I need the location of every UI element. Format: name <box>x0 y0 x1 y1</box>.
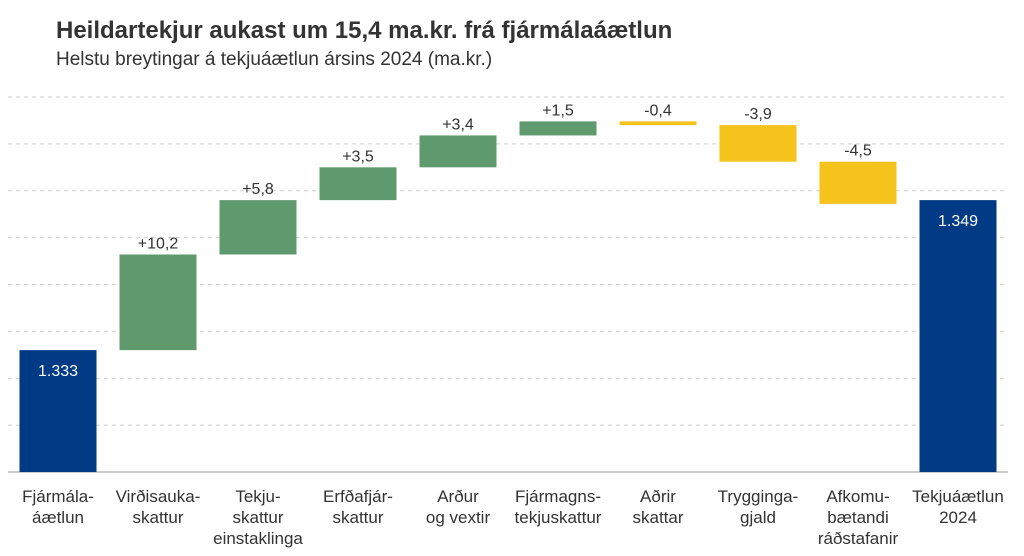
x-tick-label: Arður <box>437 487 479 506</box>
chart-subtitle: Helstu breytingar á tekjuáætlun ársins 2… <box>56 49 492 70</box>
data-label: -0,4 <box>644 102 672 119</box>
x-tick-label: einstaklinga <box>213 529 303 548</box>
x-tick-label: bætandi <box>827 508 888 527</box>
x-tick-label: 2024 <box>939 508 977 527</box>
x-tick-label: Erfðafjár- <box>323 487 393 506</box>
data-label: +3,4 <box>442 116 474 133</box>
x-tick-label: Aðrir <box>640 487 676 506</box>
x-tick-label: skattur <box>232 508 283 527</box>
data-label: +10,2 <box>138 236 179 253</box>
increase-bar <box>219 200 297 255</box>
x-tick-label: áætlun <box>32 508 84 527</box>
data-label: +5,8 <box>242 181 274 198</box>
increase-bar <box>119 254 197 351</box>
data-label: +3,5 <box>342 148 374 165</box>
data-label: -3,9 <box>744 106 772 123</box>
x-tick-label: Trygginga- <box>718 487 799 506</box>
data-label: +1,5 <box>542 102 574 119</box>
data-label: -4,5 <box>844 143 872 160</box>
x-tick-label: skattur <box>332 508 383 527</box>
x-tick-label: ráðstafanir <box>818 529 899 548</box>
x-tick-label: Afkomu- <box>826 487 889 506</box>
decrease-bar <box>619 121 697 126</box>
x-tick-label: skattur <box>132 508 183 527</box>
x-tick-label: Tekju- <box>235 487 280 506</box>
x-tick-label: Virðisauka- <box>116 487 201 506</box>
decrease-bar <box>819 161 897 204</box>
data-label: 1.349 <box>938 213 978 230</box>
x-tick-label: skattar <box>632 508 683 527</box>
decrease-bar <box>719 125 797 162</box>
x-tick-label: gjald <box>740 508 776 527</box>
increase-bar <box>419 135 497 168</box>
increase-bar <box>519 121 597 136</box>
x-tick-label: Fjármála- <box>22 487 94 506</box>
x-tick-label: Tekjuáætlun <box>912 487 1004 506</box>
data-label: 1.333 <box>38 363 78 380</box>
x-tick-label: Fjármagns- <box>515 487 601 506</box>
total-bar <box>19 350 97 472</box>
chart-title: Heildartekjur aukast um 15,4 ma.kr. frá … <box>56 17 672 44</box>
x-tick-label: tekjuskattur <box>515 508 602 527</box>
total-bar <box>919 200 997 472</box>
x-tick-label: og vextir <box>426 508 491 527</box>
increase-bar <box>319 167 397 201</box>
